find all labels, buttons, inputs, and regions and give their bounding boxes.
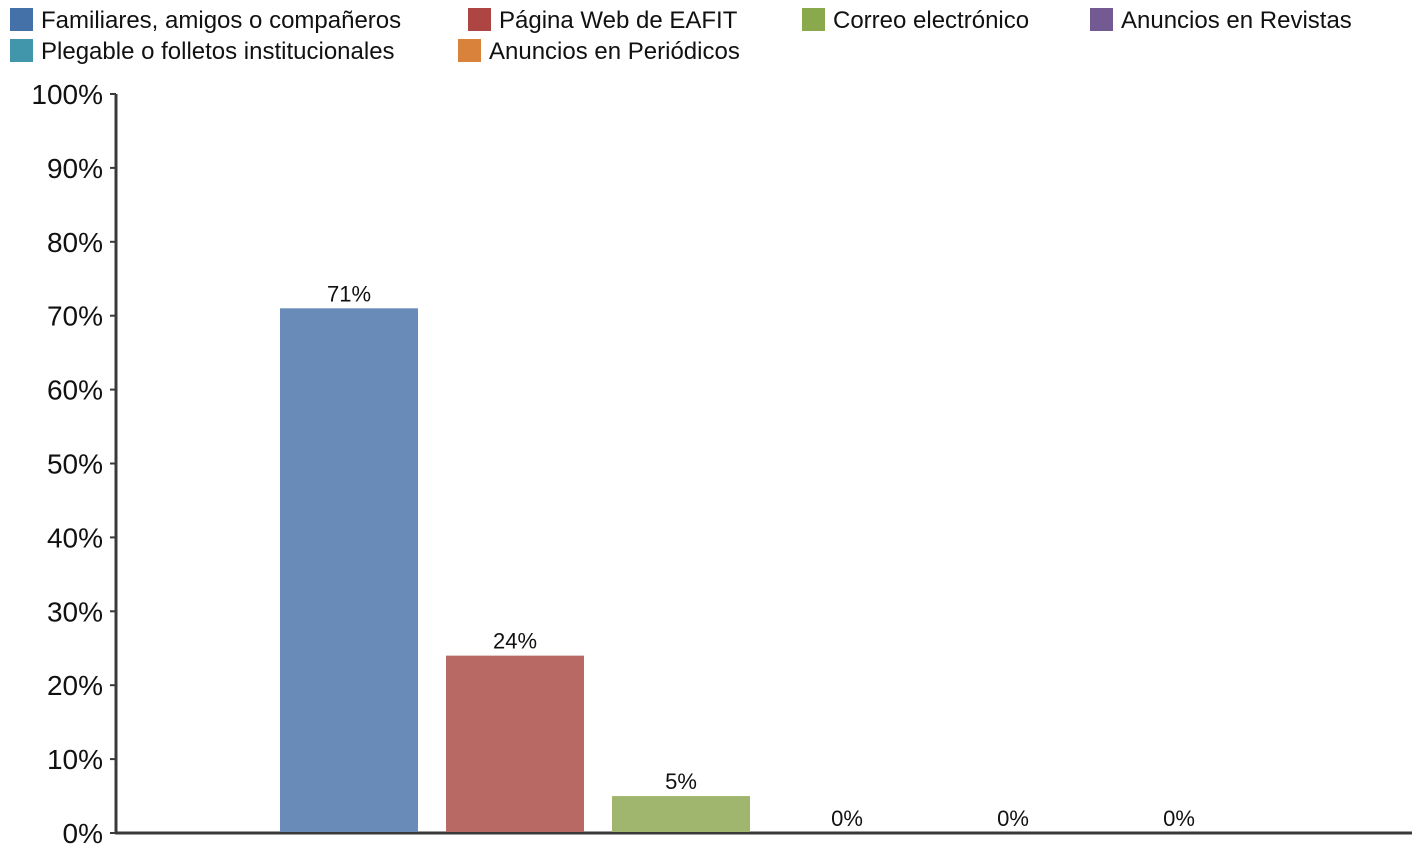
y-tick-label-1: 10% bbox=[47, 744, 103, 775]
bar-3 bbox=[612, 796, 750, 832]
data-labels: 71% 24% 5% 0% 0% 0% bbox=[327, 281, 1195, 831]
y-tick-label-5: 50% bbox=[47, 449, 103, 480]
legend-label-2: Página Web de EAFIT bbox=[499, 7, 738, 34]
legend-swatch-3 bbox=[802, 8, 825, 31]
bar-1 bbox=[280, 308, 418, 832]
legend-label-4: Anuncios en Revistas bbox=[1121, 7, 1352, 34]
y-tick-label-10: 100% bbox=[31, 79, 103, 110]
y-tick-label-7: 70% bbox=[47, 301, 103, 332]
y-tick-label-3: 30% bbox=[47, 596, 103, 627]
y-tick-label-4: 40% bbox=[47, 522, 103, 553]
legend-label-6: Anuncios en Periódicos bbox=[489, 38, 740, 65]
axes: 0% 10% 20% 30% 40% 50% 60% 70% 80% 90% 100% bbox=[31, 79, 1412, 848]
data-label-2: 24% bbox=[493, 629, 537, 654]
y-tick-label-8: 80% bbox=[47, 227, 103, 258]
data-label-5: 0% bbox=[997, 806, 1029, 831]
legend-label-3: Correo electrónico bbox=[833, 7, 1029, 34]
legend-label-5: Plegable o folletos institucionales bbox=[41, 38, 395, 65]
legend-swatch-6 bbox=[458, 39, 481, 62]
bars bbox=[280, 308, 750, 832]
y-tick-label-2: 20% bbox=[47, 670, 103, 701]
legend-swatch-4 bbox=[1090, 8, 1113, 31]
y-tick-label-6: 60% bbox=[47, 375, 103, 406]
data-label-1: 71% bbox=[327, 281, 371, 306]
legend-swatch-5 bbox=[10, 39, 33, 62]
legend-swatch-1 bbox=[10, 8, 33, 31]
bar-2 bbox=[446, 655, 584, 832]
data-label-6: 0% bbox=[1163, 806, 1195, 831]
legend: Familiares, amigos o compañeros Página We… bbox=[10, 7, 1352, 65]
y-tick-label-9: 90% bbox=[47, 153, 103, 184]
data-label-3: 5% bbox=[665, 769, 697, 794]
y-tick-label-0: 0% bbox=[63, 818, 103, 848]
data-label-4: 0% bbox=[831, 806, 863, 831]
legend-swatch-2 bbox=[468, 8, 491, 31]
legend-label-1: Familiares, amigos o compañeros bbox=[41, 7, 401, 34]
